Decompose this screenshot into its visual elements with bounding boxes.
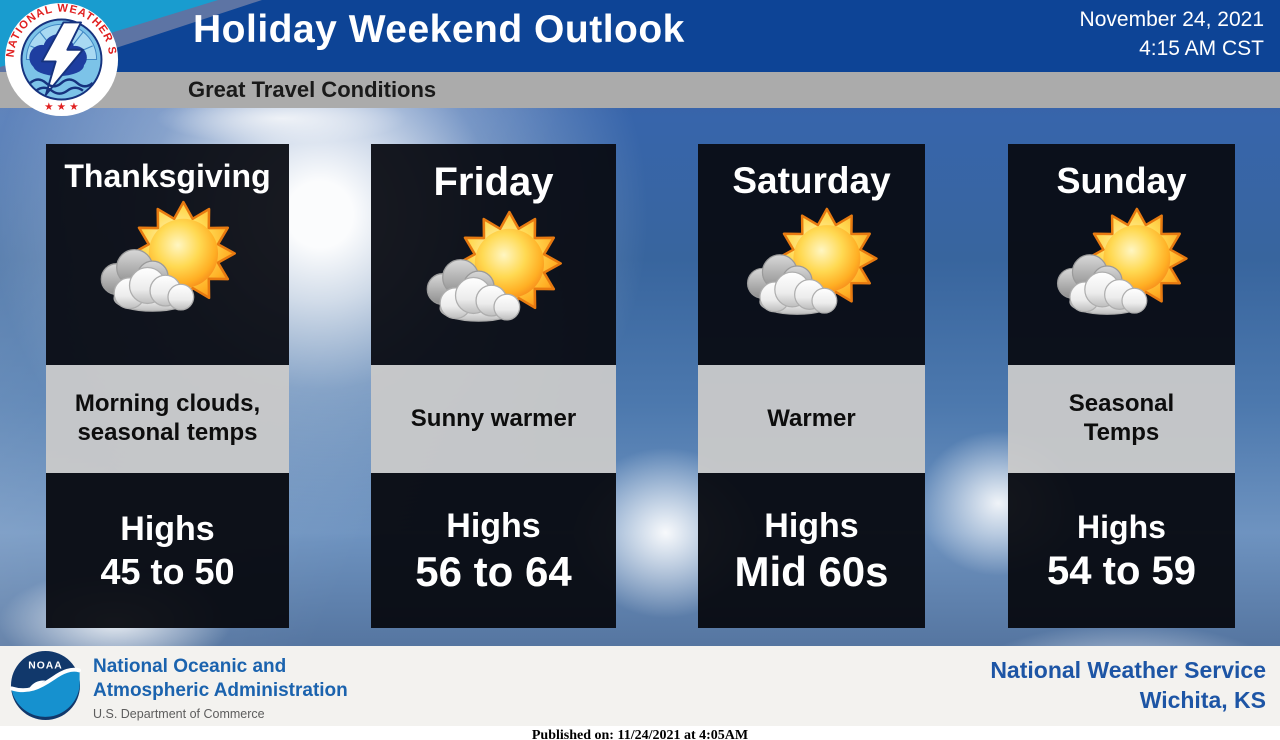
highs-panel: Highs 45 to 50 xyxy=(46,473,289,628)
subheader-bar: Great Travel Conditions xyxy=(0,72,1280,108)
forecast-description: Seasonal Temps xyxy=(1008,365,1235,473)
highs-panel: Highs 56 to 64 xyxy=(371,473,616,628)
forecast-card-thanksgiving: Thanksgiving Morning clouds, seasonal te… xyxy=(46,144,289,628)
highs-label: Highs xyxy=(120,509,215,548)
noaa-logo-icon: NOAA xyxy=(10,650,81,721)
issued-time: 4:15 AM CST xyxy=(1139,36,1264,60)
highs-label: Highs xyxy=(764,506,859,545)
card-title-panel: Thanksgiving xyxy=(46,144,289,365)
office-line1: National Weather Service xyxy=(990,657,1266,683)
day-label: Friday xyxy=(433,160,554,204)
forecast-description: Sunny warmer xyxy=(371,365,616,473)
sun-behind-clouds-icon xyxy=(99,200,236,313)
published-timestamp: Published on: 11/24/2021 at 4:05AM xyxy=(531,728,749,740)
highs-value: 54 to 59 xyxy=(1047,548,1196,593)
highs-value: 45 to 50 xyxy=(100,550,235,592)
sun-behind-clouds-icon xyxy=(1055,207,1188,316)
forecast-description: Morning clouds, seasonal temps xyxy=(46,365,289,473)
highs-label: Highs xyxy=(446,506,541,545)
published-bar: Published on: 11/24/2021 at 4:05AM xyxy=(0,726,1280,740)
day-label: Sunday xyxy=(1056,160,1187,201)
agency-line2: Atmospheric Administration xyxy=(93,679,348,701)
nws-logo-icon: NATIONAL WEATHER SERVICE ★ ★ ★ xyxy=(3,1,119,117)
noaa-logo-text: NOAA xyxy=(28,661,62,672)
card-title-panel: Saturday xyxy=(698,144,925,365)
sun-behind-clouds-icon xyxy=(745,207,878,316)
sun-behind-clouds-icon xyxy=(425,210,562,323)
card-title-panel: Sunday xyxy=(1008,144,1235,365)
forecast-description: Warmer xyxy=(698,365,925,473)
forecast-card-saturday: Saturday Warmer Highs Mid 60s xyxy=(698,144,925,628)
agency-line1: National Oceanic and xyxy=(93,656,287,677)
subheader-label: Great Travel Conditions xyxy=(188,77,437,102)
nws-logo-stars: ★ ★ ★ xyxy=(44,101,79,113)
department-label: U.S. Department of Commerce xyxy=(93,707,265,721)
highs-value: Mid 60s xyxy=(734,547,889,595)
highs-panel: Highs Mid 60s xyxy=(698,473,925,628)
footer-bar: NOAA National Oceanic and Atmospheric Ad… xyxy=(0,646,1280,726)
page-title: Holiday Weekend Outlook xyxy=(193,8,685,51)
day-label: Thanksgiving xyxy=(64,158,271,194)
highs-panel: Highs 54 to 59 xyxy=(1008,473,1235,628)
highs-value: 56 to 64 xyxy=(415,547,572,595)
header-bar: Holiday Weekend Outlook November 24, 202… xyxy=(0,0,1280,72)
forecast-card-sunday: Sunday Seasonal Temps Highs 54 to 59 xyxy=(1008,144,1235,628)
office-line2: Wichita, KS xyxy=(1139,686,1266,713)
card-title-panel: Friday xyxy=(371,144,616,365)
forecast-card-friday: Friday Sunny warmer Highs 56 to 64 xyxy=(371,144,616,628)
agency-name: National Oceanic and Atmospheric Adminis… xyxy=(93,655,348,703)
office-name: National Weather Service Wichita, KS xyxy=(990,656,1266,716)
day-label: Saturday xyxy=(732,160,891,201)
highs-label: Highs xyxy=(1077,508,1166,545)
issued-date: November 24, 2021 xyxy=(1079,8,1264,31)
issued-datetime: November 24, 2021 4:15 AM CST xyxy=(1080,6,1264,64)
